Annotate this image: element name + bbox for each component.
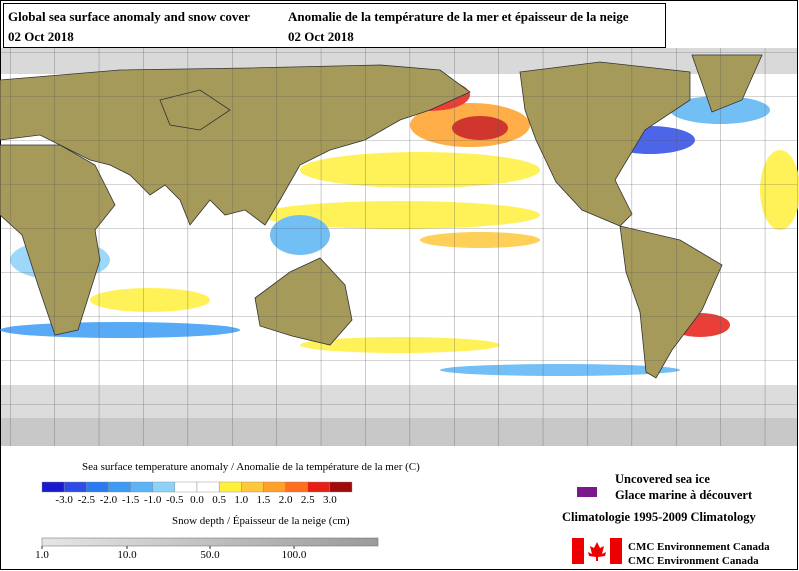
snow-label: 100.0 [282, 549, 307, 561]
sst-label: 0.0 [190, 494, 204, 506]
sst-label: 1.0 [234, 494, 248, 506]
sst-colorbar: -3.0 -2.5 -2.0 -1.5 -1.0 -0.5 0.0 0.5 1.0 1.5 2.0 2… [41, 481, 353, 506]
snow-label: 1.0 [35, 549, 49, 561]
snow-title: Snow depth / Épaisseur de la neige (cm) [172, 515, 350, 527]
date-fr: 02 Oct 2018 [288, 29, 354, 44]
ice-swatch [577, 487, 597, 497]
sst-label: -0.5 [166, 494, 184, 506]
sst-swatch [41, 481, 65, 493]
title-fr: Anomalie de la température de la mer et … [288, 9, 629, 24]
map [0, 48, 799, 446]
sst-label: -2.5 [78, 494, 96, 506]
sst-swatch [63, 481, 87, 493]
sst-label: -3.0 [55, 494, 73, 506]
sst-swatch [130, 481, 153, 493]
canada-flag [572, 538, 622, 564]
sst-swatch [218, 481, 242, 493]
sst-swatch [152, 481, 176, 493]
ice-en: Uncovered sea ice [615, 472, 710, 486]
sst-swatch [174, 481, 198, 493]
sst-label: -1.5 [122, 494, 140, 506]
sst-title: Sea surface temperature anomaly / Anomal… [82, 461, 420, 473]
snow-bar [41, 537, 379, 547]
sst-swatch [196, 481, 220, 493]
sst-label: 0.5 [212, 494, 226, 506]
sst-swatch [241, 481, 264, 493]
agency-fr: CMC Environnement Canada [628, 541, 770, 553]
sst-swatch [329, 481, 353, 493]
snow-labels: 1.0 10.0 50.0 100.0 [35, 546, 307, 561]
title-en: Global sea surface anomaly and snow cove… [8, 9, 250, 24]
sst-label: 1.5 [257, 494, 271, 506]
snow-label: 10.0 [117, 549, 137, 561]
sst-swatch [263, 481, 286, 493]
agency-en: CMC Environment Canada [628, 555, 759, 567]
climatology: Climatologie 1995-2009 Climatology [562, 510, 756, 524]
sst-swatch [307, 481, 331, 493]
sst-label: -1.0 [144, 494, 162, 506]
sst-label: 2.5 [301, 494, 315, 506]
sst-label: -2.0 [100, 494, 118, 506]
date-en: 02 Oct 2018 [8, 29, 74, 44]
ice-fr: Glace marine à découvert [615, 488, 753, 502]
sst-label: 3.0 [323, 494, 337, 506]
sst-swatch [108, 481, 131, 493]
header-box [3, 3, 666, 48]
sst-label: 2.0 [279, 494, 293, 506]
sst-swatch [285, 481, 308, 493]
sst-swatch [86, 481, 109, 493]
snow-label: 50.0 [200, 549, 220, 561]
